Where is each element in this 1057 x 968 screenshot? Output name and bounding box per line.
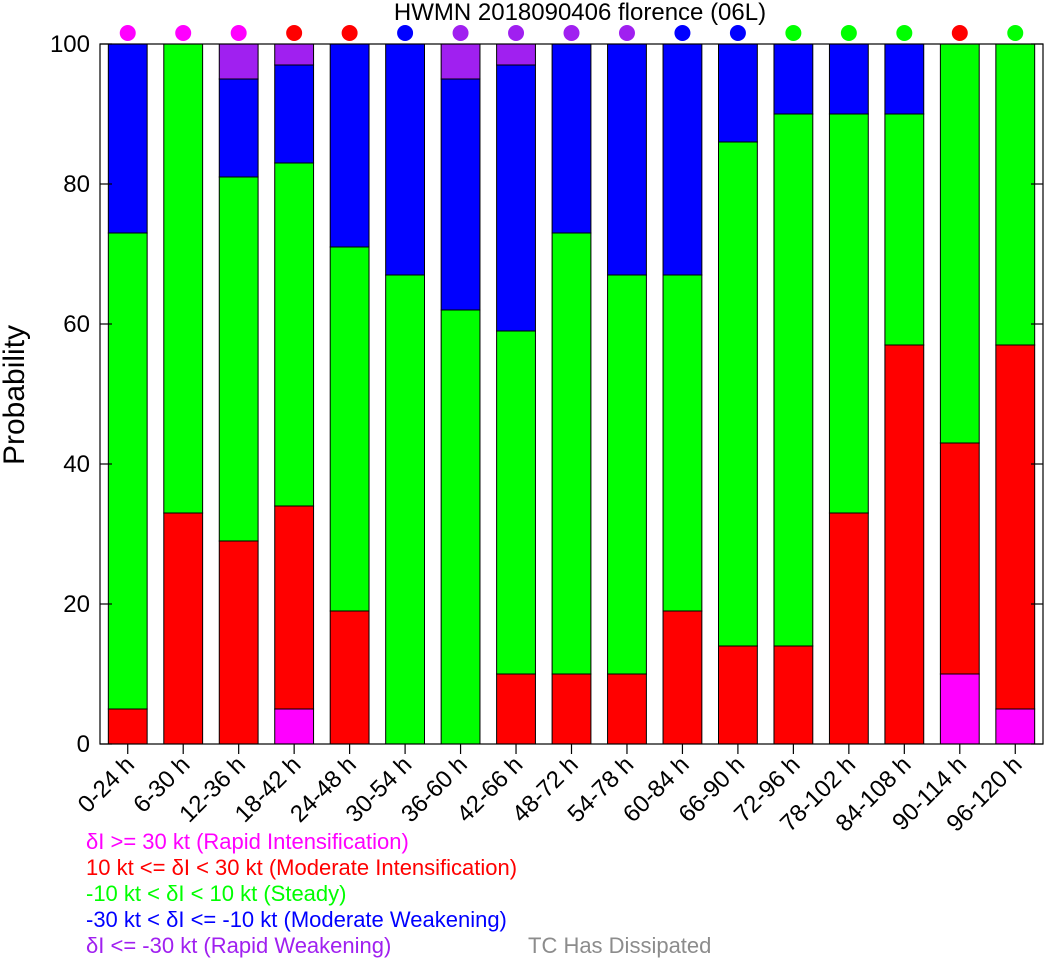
bar-segment-6-4: [440, 43, 481, 80]
bar-segment-3-3: [274, 64, 315, 164]
bar-segment-12-1: [773, 645, 814, 745]
legend-entry-3: -30 kt < δI <= -10 kt (Moderate Weakenin…: [86, 907, 507, 932]
bar-segment-6-3: [440, 78, 481, 311]
bar-segment-14-3: [884, 43, 925, 115]
legend-entry-4: δI <= -30 kt (Rapid Weakening): [86, 933, 391, 958]
category-dot-7: [508, 25, 525, 41]
bar-segment-1-2: [163, 43, 204, 514]
x-tick-label-0: 0-24 h: [73, 751, 140, 818]
bar-segment-2-3: [218, 78, 259, 178]
category-dot-14: [896, 25, 913, 41]
bar-segment-8-1: [551, 673, 592, 745]
bar-segment-13-3: [828, 43, 869, 115]
category-dot-3: [286, 25, 303, 41]
bar-segment-13-1: [828, 512, 869, 745]
bar-segment-7-2: [496, 330, 536, 675]
category-dot-1: [175, 25, 192, 41]
category-dot-12: [785, 25, 802, 41]
bar-segment-15-0: [939, 673, 980, 745]
y-tick-label-1: 20: [63, 591, 90, 618]
bar-segment-3-1: [274, 505, 315, 710]
category-dot-0: [119, 25, 136, 41]
bar-stacks: [107, 43, 1036, 745]
bar-segment-3-2: [274, 162, 315, 507]
bar-segment-0-1: [107, 708, 148, 745]
bar-segment-7-3: [496, 64, 536, 332]
bar-segment-2-1: [218, 540, 259, 745]
bar-segment-9-2: [607, 274, 647, 675]
bar-segment-12-2: [773, 113, 814, 647]
bar-segment-4-2: [329, 246, 370, 612]
category-dot-6: [452, 25, 469, 41]
bar-segment-8-3: [551, 43, 592, 234]
bar-segment-15-2: [939, 43, 980, 444]
category-dot-8: [563, 25, 580, 41]
category-dot-5: [397, 25, 414, 41]
bar-segment-7-1: [496, 673, 536, 745]
bar-segment-6-2: [440, 309, 481, 745]
x-axis: 0-24 h6-30 h12-36 h18-42 h24-48 h30-54 h…: [73, 744, 1028, 837]
bar-segment-10-3: [662, 43, 703, 276]
category-dot-13: [840, 25, 857, 41]
category-dot-2: [230, 25, 247, 41]
y-tick-label-3: 60: [63, 311, 90, 338]
y-axis: 0 20 40 60 80 100: [50, 31, 1043, 758]
category-dot-16: [1007, 25, 1024, 41]
bar-segment-11-1: [718, 645, 758, 745]
legend-entry-0: δI >= 30 kt (Rapid Intensification): [86, 829, 409, 854]
bar-segment-8-2: [551, 232, 592, 675]
legend-entry-1: 10 kt <= δI < 30 kt (Moderate Intensific…: [86, 855, 517, 880]
category-dot-4: [341, 25, 358, 41]
legend-entry-2: -10 kt < δI < 10 kt (Steady): [86, 881, 346, 906]
bar-segment-9-3: [607, 43, 647, 276]
bar-segment-13-2: [828, 113, 869, 514]
bar-segment-0-3: [107, 43, 148, 234]
y-tick-label-4: 80: [63, 171, 90, 198]
category-dots: [119, 25, 1024, 41]
bar-segment-4-3: [329, 43, 370, 248]
category-dot-9: [618, 25, 635, 41]
bar-segment-15-1: [939, 442, 980, 675]
bar-segment-12-3: [773, 43, 814, 115]
bar-segment-3-4: [274, 43, 315, 66]
bar-segment-16-1: [995, 344, 1036, 710]
category-dot-15: [951, 25, 968, 41]
bar-segment-16-0: [995, 708, 1036, 745]
y-tick-label-5: 100: [50, 31, 90, 58]
legend: δI >= 30 kt (Rapid Intensification)10 kt…: [86, 829, 711, 958]
bar-segment-2-4: [218, 43, 259, 80]
bar-segment-9-1: [607, 673, 647, 745]
bar-segment-14-2: [884, 113, 925, 346]
bar-segment-10-1: [662, 610, 703, 745]
bar-segment-11-2: [718, 141, 758, 647]
bar-segment-1-1: [163, 512, 204, 745]
bar-segment-11-3: [718, 43, 758, 143]
category-dot-11: [729, 25, 746, 41]
bar-segment-0-2: [107, 232, 148, 710]
bar-segment-5-3: [385, 43, 426, 276]
y-tick-label-2: 40: [63, 451, 90, 478]
y-axis-label: Probability: [0, 325, 31, 465]
legend-entry-dissipated: TC Has Dissipated: [528, 933, 711, 958]
bar-segment-14-1: [884, 344, 925, 745]
bar-segment-5-2: [385, 274, 426, 745]
chart-title: HWMN 2018090406 florence (06L): [394, 0, 766, 26]
bar-segment-3-0: [274, 708, 315, 745]
bar-segment-10-2: [662, 274, 703, 612]
y-tick-label-0: 0: [77, 731, 90, 758]
bar-segment-4-1: [329, 610, 370, 745]
bar-segment-7-4: [496, 43, 536, 66]
bar-segment-16-2: [995, 43, 1036, 346]
bar-segment-2-2: [218, 176, 259, 542]
category-dot-10: [674, 25, 691, 41]
